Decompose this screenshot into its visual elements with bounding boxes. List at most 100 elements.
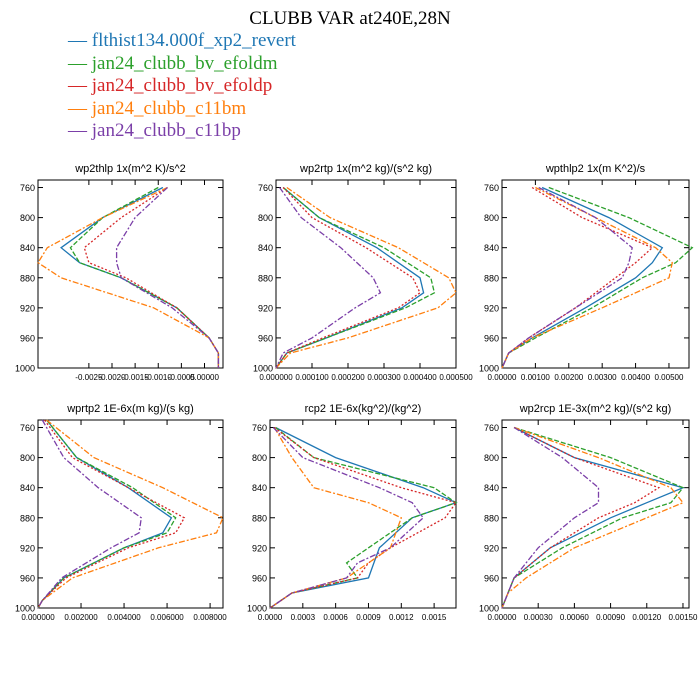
x-tick-label: 0.0006 <box>323 613 348 622</box>
y-tick-label: 760 <box>484 423 499 433</box>
series-line <box>501 426 685 609</box>
y-tick-label: 1000 <box>479 604 499 614</box>
y-tick-label: 880 <box>252 513 267 523</box>
y-tick-label: 920 <box>20 303 35 313</box>
chart-title: wp2rtp 1x(m^2 kg)/(s^2 kg) <box>299 163 432 175</box>
chart-title: wpthlp2 1x(m K^2)/s <box>545 163 646 175</box>
y-tick-label: 880 <box>20 273 35 283</box>
legend-item: — flthist134.000f_xp2_revert <box>68 30 296 51</box>
series-line <box>269 427 425 609</box>
chart-panel: wprtp2 1E-6x(m kg)/(s kg) 760 800 840 880 920… <box>15 403 227 622</box>
x-tick-label: 0.00120 <box>632 613 661 622</box>
y-tick-label: 800 <box>252 453 267 463</box>
series-line <box>501 426 600 609</box>
series-line <box>269 427 403 609</box>
legend: — flthist134.000f_xp2_revert — jan24_club… <box>68 30 296 143</box>
chart-panel: wp2thlp 1x(m^2 K)/s^2 760 800 840 880 920 960 1… <box>15 163 224 382</box>
legend-item: — jan24_clubb_c11bm <box>68 97 247 119</box>
x-tick-label: -0.0015 <box>122 373 150 382</box>
y-tick-label: 760 <box>252 423 267 433</box>
chart-panel: wpthlp2 1x(m K^2)/s 760 800 840 880 920 960 100… <box>479 163 694 382</box>
x-tick-label: 0.00500 <box>655 373 684 382</box>
x-tick-label: 0.000400 <box>403 373 437 382</box>
y-tick-label: 800 <box>258 213 273 223</box>
series-line <box>275 187 425 369</box>
x-tick-label: 0.0000 <box>258 613 283 622</box>
legend-item: — jan24_clubb_bv_efoldm <box>68 52 278 74</box>
y-tick-label: 880 <box>258 273 273 283</box>
plot-frame <box>37 419 224 609</box>
y-tick-label: 760 <box>258 183 273 193</box>
y-tick-label: 960 <box>258 333 273 343</box>
series-line <box>37 419 224 609</box>
series-line <box>275 186 457 369</box>
y-tick-label: 1000 <box>247 604 267 614</box>
series-line <box>60 186 220 368</box>
series-line <box>37 186 220 368</box>
chart-panel: wp2rcp 1E-3x(m^2 kg)/(s^2 kg) 760 800 840 88… <box>479 403 698 622</box>
x-tick-label: -0.0005 <box>168 373 196 382</box>
x-tick-label: 0.00200 <box>554 373 583 382</box>
y-tick-label: 920 <box>484 303 499 313</box>
y-tick-label: 960 <box>484 573 499 583</box>
x-tick-label: 0.00100 <box>521 373 550 382</box>
plot-frame <box>37 179 224 369</box>
y-tick-label: 880 <box>484 273 499 283</box>
y-tick-label: 880 <box>484 513 499 523</box>
y-tick-label: 760 <box>20 423 35 433</box>
series-line <box>37 419 143 609</box>
chart-title: rcp2 1E-6x(kg^2)/(kg^2) <box>305 403 422 415</box>
x-tick-label: 0.00060 <box>560 613 589 622</box>
x-tick-label: 0.00400 <box>621 373 650 382</box>
series-line <box>275 187 382 369</box>
series-line <box>501 186 674 369</box>
y-tick-label: 960 <box>20 333 35 343</box>
y-tick-label: 840 <box>484 483 499 493</box>
series-line <box>275 187 436 369</box>
series-line <box>501 426 685 609</box>
series-line <box>269 426 458 609</box>
y-tick-label: 840 <box>484 243 499 253</box>
x-tick-label: 0.006000 <box>150 613 184 622</box>
page-title: CLUBB VAR at240E,28N <box>249 8 451 29</box>
plot-frame <box>275 179 457 369</box>
x-tick-label: 0.00150 <box>669 613 698 622</box>
chart-panel: rcp2 1E-6x(kg^2)/(kg^2) 760 800 840 880 920 96… <box>247 403 458 622</box>
x-tick-label: 0.0012 <box>389 613 414 622</box>
y-tick-label: 960 <box>20 573 35 583</box>
legend-item: — jan24_clubb_bv_efoldp <box>68 75 273 96</box>
x-tick-label: 0.008000 <box>193 613 227 622</box>
y-tick-label: 920 <box>20 543 35 553</box>
y-tick-label: 840 <box>20 483 35 493</box>
series-line <box>501 186 633 369</box>
x-tick-label: 0.00300 <box>588 373 617 382</box>
x-tick-label: 0.0015 <box>422 613 447 622</box>
chart-title: wp2rcp 1E-3x(m^2 kg)/(s^2 kg) <box>519 403 672 415</box>
x-tick-label: 0.000100 <box>295 373 329 382</box>
chart-title: wp2thlp 1x(m^2 K)/s^2 <box>74 163 186 175</box>
x-tick-label: 0.00000 <box>488 373 517 382</box>
x-tick-label: 0.004000 <box>107 613 141 622</box>
x-tick-label: 0.000000 <box>259 373 293 382</box>
plot-frame <box>501 419 690 609</box>
x-tick-label: -0.0020 <box>98 373 126 382</box>
series-line <box>501 186 694 369</box>
x-tick-label: 0.00000 <box>488 613 517 622</box>
x-tick-label: 0.0003 <box>291 613 316 622</box>
x-tick-label: 0.000000 <box>21 613 55 622</box>
y-tick-label: 840 <box>20 243 35 253</box>
series-line <box>269 426 458 609</box>
series-line <box>501 426 685 609</box>
y-tick-label: 840 <box>252 483 267 493</box>
x-tick-label: 0.00000 <box>190 373 219 382</box>
y-tick-label: 920 <box>252 543 267 553</box>
x-tick-label: 0.000300 <box>367 373 401 382</box>
y-tick-label: 760 <box>484 183 499 193</box>
series-line <box>275 187 421 369</box>
x-tick-label: 0.0009 <box>356 613 381 622</box>
x-tick-label: 0.00030 <box>524 613 553 622</box>
y-tick-label: 800 <box>20 453 35 463</box>
y-tick-label: 960 <box>484 333 499 343</box>
plot-frame <box>269 419 457 609</box>
